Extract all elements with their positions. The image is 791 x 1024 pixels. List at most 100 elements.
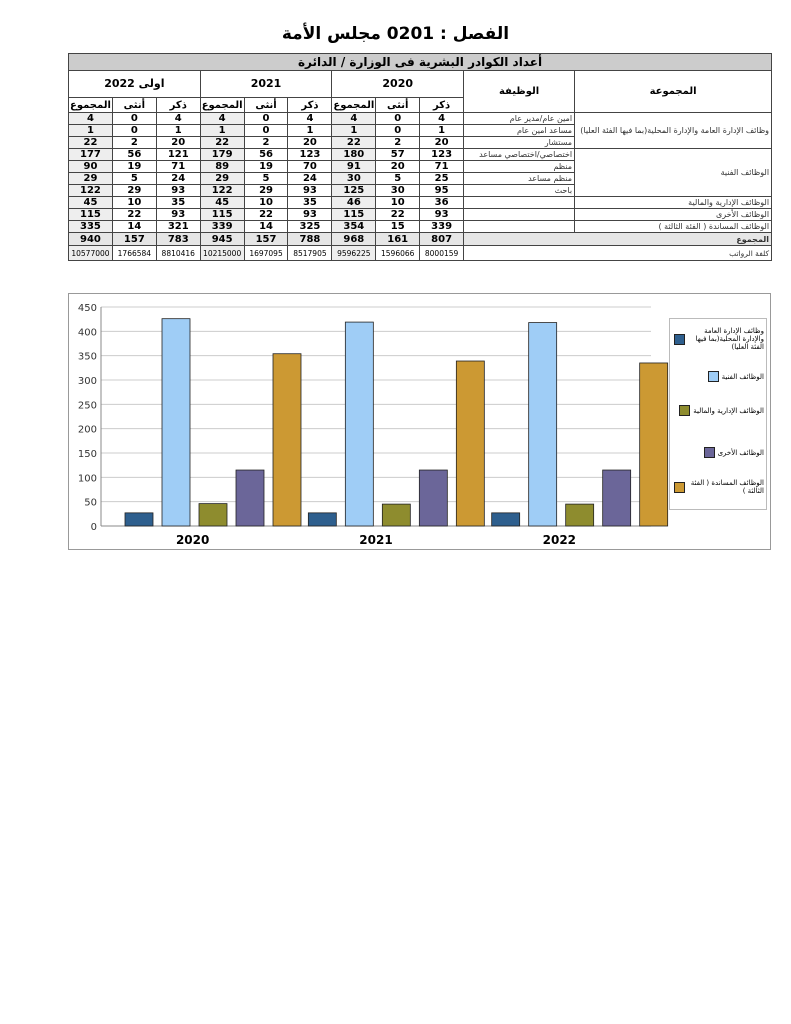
x-tick-label: 2021 (359, 533, 392, 547)
value-cell: 46 (331, 196, 377, 209)
value-cell: 4 (419, 112, 465, 125)
header-sub: أنثى (375, 97, 421, 113)
value-cell: 4 (199, 112, 245, 125)
value-cell: 15 (375, 220, 421, 233)
value-cell: 93 (287, 208, 333, 221)
value-cell: 122 (199, 184, 245, 197)
bar (344, 321, 374, 527)
legend-swatch (674, 481, 685, 493)
total-cell: 161 (375, 232, 421, 246)
legend-item: الوظائف الإدارية والمالية (674, 405, 764, 416)
total-cell: 788 (287, 232, 333, 246)
table-row: الوظائف المساندة ( الفئة الثالثة ) 339 15 3… (68, 220, 773, 233)
header-year: 2021 (199, 70, 333, 98)
value-cell: 1 (155, 124, 201, 137)
value-cell: 22 (331, 136, 377, 149)
value-cell: 354 (331, 220, 377, 233)
table-row: وظائف الإدارة العامة والإدارة المحلية(بم… (68, 112, 773, 149)
legend-swatch (679, 405, 691, 416)
value-cell: 115 (199, 208, 245, 221)
header-sub: ذكر (419, 97, 465, 113)
value-cell: 5 (243, 172, 289, 185)
value-cell: 180 (331, 148, 377, 161)
value-cell: 121 (155, 148, 201, 161)
value-cell: 89 (199, 160, 245, 173)
legend-label: الوظائف الفنية (721, 372, 764, 381)
header-sub: أنثى (111, 97, 157, 113)
value-cell: 4 (68, 112, 113, 125)
table-row: الوظائف الإدارية والمالية 36 10 46 35 10 45 35 1… (68, 196, 773, 209)
x-tick-label: 2020 (176, 533, 209, 547)
total-label: المجموع (463, 232, 773, 246)
value-cell: 1 (331, 124, 377, 137)
legend-swatch (707, 371, 719, 382)
header-year: 2020 (331, 70, 465, 98)
bar (272, 353, 302, 527)
job-cell (463, 196, 576, 209)
value-cell: 0 (111, 112, 157, 125)
header-sub: المجموع (331, 97, 377, 113)
value-cell: 56 (243, 148, 289, 161)
value-cell: 45 (68, 196, 113, 209)
value-cell: 22 (68, 136, 113, 149)
y-tick-label: 350 (78, 352, 97, 363)
value-cell: 179 (199, 148, 245, 161)
value-cell: 325 (287, 220, 333, 233)
value-cell: 91 (331, 160, 377, 173)
chart-svg: 0 50 100 150 200 250 300 350 400 450 2020 2021 2022 (78, 303, 669, 547)
group-cell: الوظائف المساندة ( الفئة الثالثة ) (574, 220, 773, 233)
y-tick-label: 300 (78, 376, 97, 387)
salary-cell: 8000159 (419, 245, 465, 261)
value-cell: 22 (199, 136, 245, 149)
group-cell: وظائف الإدارة العامة والإدارة المحلية(بم… (574, 112, 773, 149)
table-row: الوظائف الفنية اختصاصي/اختصاصي مساعد 123 57… (68, 148, 773, 197)
value-cell: 19 (243, 160, 289, 173)
value-cell: 339 (199, 220, 245, 233)
value-cell: 10 (375, 196, 421, 209)
value-cell: 2 (243, 136, 289, 149)
value-cell: 10 (243, 196, 289, 209)
legend-swatch (674, 333, 685, 345)
salary-cell: 1596066 (375, 245, 421, 261)
salary-cell: 9596225 (331, 245, 377, 261)
group-cell: الوظائف الفنية (574, 148, 773, 197)
salary-cell: 8517905 (287, 245, 333, 261)
y-tick-label: 200 (78, 425, 97, 436)
value-cell: 20 (375, 160, 421, 173)
bar (124, 512, 154, 527)
job-cell (463, 220, 576, 233)
legend-item: الوظائف الفنية (674, 371, 764, 382)
table-row: منظم 71 20 91 70 19 89 71 19 90 (68, 160, 772, 173)
legend-item: وظائف الإدارة العامة والإدارة المحلية(بم… (674, 327, 764, 351)
value-cell: 25 (419, 172, 465, 185)
value-cell: 123 (419, 148, 465, 161)
total-cell: 157 (243, 232, 289, 246)
group-cell: الوظائف الأخرى (574, 208, 773, 221)
value-cell: 29 (111, 184, 157, 197)
total-cell: 968 (331, 232, 377, 246)
header-sub: المجموع (68, 97, 113, 113)
value-cell: 2 (111, 136, 157, 149)
total-cell: 940 (68, 232, 113, 246)
value-cell: 177 (68, 148, 113, 161)
salary-cell: 8810416 (155, 245, 201, 261)
job-cell: مساعد امين عام (463, 124, 576, 137)
value-cell: 1 (287, 124, 333, 137)
value-cell: 1 (419, 124, 465, 137)
value-cell: 1 (199, 124, 245, 137)
bar-chart: 0 50 100 150 200 250 300 350 400 450 2020 2021 2022 … (68, 293, 771, 550)
value-cell: 0 (375, 124, 421, 137)
total-cell: 807 (419, 232, 465, 246)
value-cell: 22 (243, 208, 289, 221)
value-cell: 29 (243, 184, 289, 197)
job-cell: امين عام/مدير عام (463, 112, 576, 125)
value-cell: 30 (375, 184, 421, 197)
bar (455, 360, 485, 527)
value-cell: 93 (419, 208, 465, 221)
value-cell: 335 (68, 220, 113, 233)
job-cell (463, 208, 576, 221)
value-cell: 321 (155, 220, 201, 233)
page-title: الفصل : 0201 مجلس الأمة (281, 24, 510, 44)
y-tick-label: 400 (78, 327, 97, 338)
value-cell: 0 (243, 112, 289, 125)
